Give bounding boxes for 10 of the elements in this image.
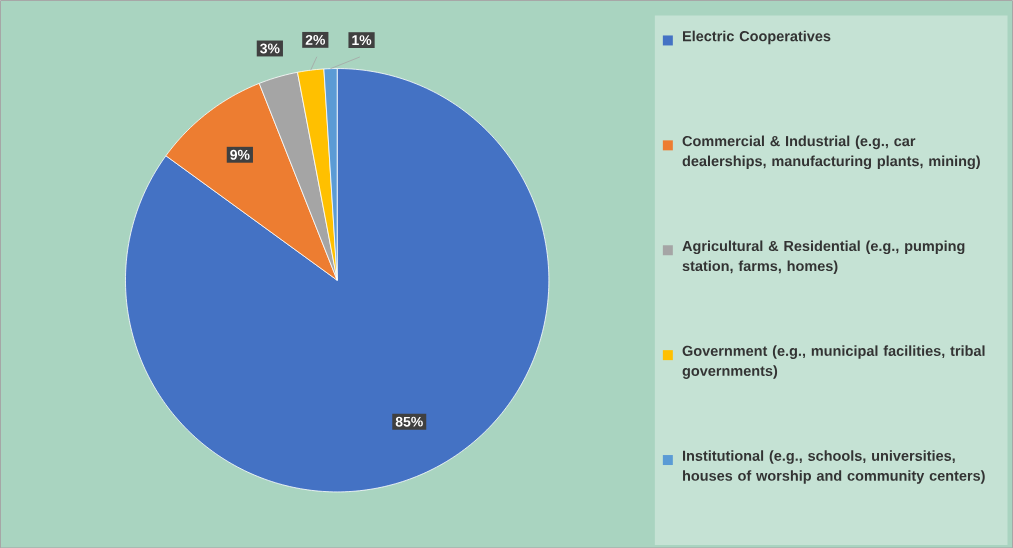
data-label: 1%	[352, 34, 372, 45]
legend-label: Electric Cooperatives	[683, 30, 831, 44]
data-label: 3%	[260, 43, 280, 54]
data-label: 2%	[305, 34, 326, 45]
legend-label: Commercial & Industrial (e.g., car dealerships, manufacturing plants, mining)	[682, 135, 980, 169]
legend-label: Agricultural & Residential (e.g., pumping station, farms, homes)	[682, 240, 965, 274]
legend-label: Government (e.g., municipal facilities, tribal governments)	[682, 345, 985, 379]
data-label: 85%	[395, 416, 423, 427]
legend-label: Institutional (e.g., schools, universities, houses of worship and community centers)	[683, 450, 985, 484]
data-label: 9%	[230, 149, 250, 160]
